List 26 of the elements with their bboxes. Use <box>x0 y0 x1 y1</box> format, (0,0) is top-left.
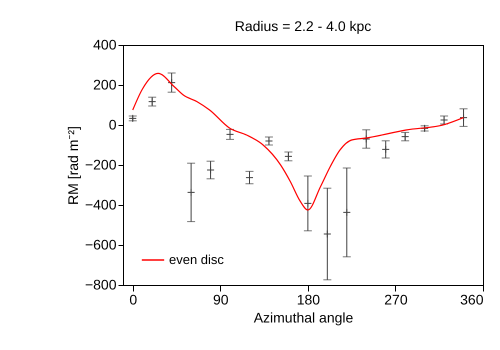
point <box>382 145 390 154</box>
x-tick-label: 90 <box>213 292 229 308</box>
point <box>304 199 312 208</box>
point <box>323 230 332 238</box>
y-tick-label: 400 <box>93 36 117 52</box>
y-tick-label: −200 <box>84 156 117 172</box>
line-series <box>132 72 464 211</box>
y-tick-label: −400 <box>84 196 117 212</box>
point <box>460 114 468 122</box>
x-tick-label: 180 <box>296 292 320 308</box>
point <box>206 166 215 174</box>
y-axis-title: RM [rad m⁻²] <box>64 126 81 205</box>
x-tick-label: 0 <box>129 292 138 308</box>
y-tick-label: 0 <box>108 116 117 132</box>
point <box>342 208 351 216</box>
x-axis-title: Azimuthal angle <box>254 310 354 326</box>
y-tick-label: 200 <box>93 76 117 92</box>
chart-title: Radius = 2.2 - 4.0 kpc <box>234 18 372 34</box>
point <box>187 188 196 196</box>
x-tick-label: 360 <box>460 292 484 308</box>
y-tick-label: −600 <box>84 236 117 252</box>
point <box>362 134 370 144</box>
x-tick-label: 270 <box>384 292 408 308</box>
point <box>168 78 176 87</box>
y-tick-label: −800 <box>84 276 117 292</box>
legend-label: even disc <box>169 252 224 267</box>
